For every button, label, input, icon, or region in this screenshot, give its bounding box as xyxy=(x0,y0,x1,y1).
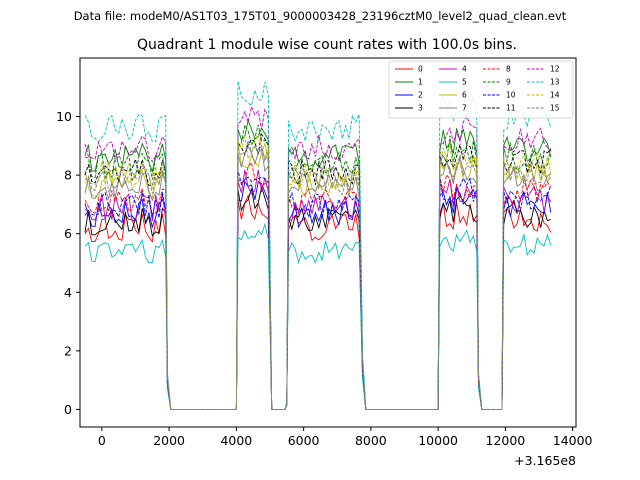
legend-label-11: 11 xyxy=(506,104,516,113)
legend-box xyxy=(388,60,574,119)
x-axis-ticks: 0 2000 4000 6000 8000 10000 12000 14000 xyxy=(98,427,593,448)
legend-label-5: 5 xyxy=(462,78,467,87)
figure-suptitle: Data file: modeM0/AS1T03_175T01_90000034… xyxy=(74,9,567,23)
y-tick-label: 0 xyxy=(64,402,72,417)
series-line-2 xyxy=(84,180,552,410)
legend-label-10: 10 xyxy=(506,91,516,100)
legend-label-0: 0 xyxy=(418,65,423,74)
series-line-0 xyxy=(84,194,552,410)
y-tick-label: 8 xyxy=(64,168,72,183)
x-axis-offset-label: +3.165e8 xyxy=(514,453,576,468)
legend-label-6: 6 xyxy=(462,91,467,100)
series-line-11 xyxy=(84,133,552,410)
legend-label-2: 2 xyxy=(418,91,423,100)
y-tick-label: 10 xyxy=(56,109,72,124)
legend-label-4: 4 xyxy=(462,65,467,74)
x-tick-label: 2000 xyxy=(153,433,185,448)
x-tick-label: 10000 xyxy=(418,433,458,448)
legend-label-14: 14 xyxy=(550,91,560,100)
chart-title: Quadrant 1 module wise count rates with … xyxy=(137,37,517,53)
x-tick-label: 0 xyxy=(98,433,106,448)
legend-label-3: 3 xyxy=(418,104,423,113)
legend-label-7: 7 xyxy=(462,104,467,113)
y-axis-ticks: 0 2 4 6 8 10 xyxy=(56,109,80,417)
x-tick-label: 4000 xyxy=(220,433,252,448)
series-line-13 xyxy=(84,81,552,410)
series-line-14 xyxy=(84,134,552,410)
legend-label-13: 13 xyxy=(550,78,560,87)
legend-label-9: 9 xyxy=(506,78,511,87)
y-tick-label: 4 xyxy=(64,285,72,300)
legend-label-1: 1 xyxy=(418,78,423,87)
x-tick-label: 8000 xyxy=(355,433,387,448)
plot-area: 0 2000 4000 6000 8000 10000 12000 14000 0246810… xyxy=(56,57,593,468)
x-tick-label: 14000 xyxy=(553,433,593,448)
y-tick-label: 6 xyxy=(64,226,72,241)
x-tick-label: 6000 xyxy=(288,433,320,448)
series-line-15 xyxy=(84,139,552,410)
x-tick-label: 12000 xyxy=(486,433,526,448)
series-line-12 xyxy=(84,105,552,410)
series-line-9 xyxy=(84,123,552,410)
y-tick-label: 2 xyxy=(64,343,72,358)
series-line-5 xyxy=(84,222,552,410)
legend-label-12: 12 xyxy=(550,65,560,74)
series-line-4 xyxy=(84,169,552,410)
legend-label-8: 8 xyxy=(506,65,511,74)
legend-label-15: 15 xyxy=(550,104,560,113)
series-layer xyxy=(84,81,552,410)
axes-frame xyxy=(79,57,577,428)
